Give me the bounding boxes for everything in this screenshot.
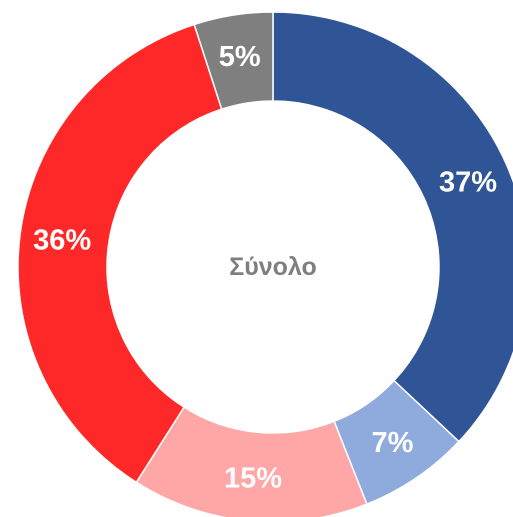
center-label: Σύνολο [229,253,317,281]
value-label: 37% [439,167,497,199]
slice [272,11,513,443]
slice [17,23,223,484]
value-label: 7% [371,427,413,459]
slice [193,11,274,111]
value-label: 15% [224,463,282,495]
value-label: 36% [33,224,91,256]
value-label: 5% [219,41,261,73]
